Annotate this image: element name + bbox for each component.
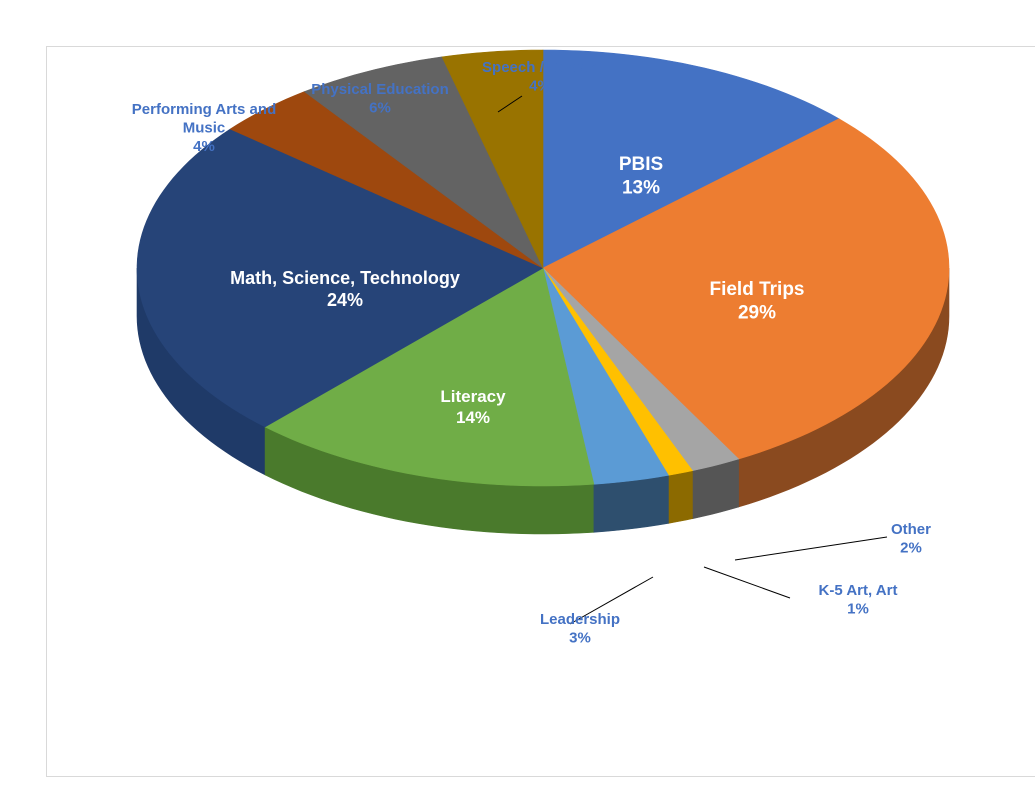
label-leadership-name: Leadership — [540, 611, 620, 628]
value-speech-debate: 4% — [529, 77, 551, 94]
pie-depth-layer — [136, 267, 950, 535]
label-k-5-art-art: K-5 Art, Art — [819, 582, 898, 599]
value-pbis: 13% — [622, 177, 660, 198]
label-pbis: PBIS — [619, 154, 663, 175]
label-field-trips-name: Field Trips — [709, 279, 804, 300]
value-literacy: 14% — [456, 408, 490, 427]
label-math-science-technology: Math, Science, Technology — [230, 268, 460, 288]
leader-lines — [497, 95, 888, 625]
label-performing-arts-and-music: Performing Arts and Music — [132, 101, 276, 136]
label-field-trips: Field Trips — [709, 279, 804, 300]
label-math-science-technology-name: Math, Science, Technology — [230, 268, 460, 288]
label-physical-education-name: Physical Education — [311, 81, 449, 98]
value-field-trips: 29% — [738, 302, 776, 323]
leader-line-k-5-art-art — [703, 566, 791, 599]
value-leadership: 3% — [569, 629, 591, 646]
value-performing-arts-and-music: 4% — [193, 138, 215, 155]
label-literacy-name: Literacy — [440, 387, 506, 406]
label-other: Other — [891, 521, 931, 538]
leader-line-other — [734, 536, 888, 561]
pie-top-layer — [136, 49, 950, 487]
value-math-science-technology: 24% — [327, 290, 363, 310]
label-performing-arts-and-music-part-1: Performing Arts and — [132, 101, 276, 118]
label-speech-debate-name: Speech / Debate — [482, 59, 598, 76]
slice-side-leadership — [593, 474, 669, 533]
leader-line-speech-debate — [497, 95, 523, 113]
slice-literacy — [264, 267, 595, 487]
label-speech-debate: Speech / Debate — [482, 59, 598, 76]
slice-pbis — [542, 49, 840, 269]
value-other: 2% — [900, 539, 922, 556]
slice-speech-debate — [441, 49, 544, 269]
slice-physical-education — [303, 56, 544, 269]
label-literacy: Literacy — [440, 387, 506, 406]
label-other-name: Other — [891, 521, 931, 538]
label-performing-arts-and-music-part-2: Music — [183, 119, 226, 136]
slice-side-k-5-art-art — [668, 470, 693, 524]
label-leadership: Leadership — [540, 611, 620, 628]
slice-leadership — [542, 267, 669, 485]
slice-performing-arts-and-music — [229, 91, 544, 269]
slice-math-science-technology — [136, 128, 544, 428]
slice-other — [542, 267, 740, 472]
label-k-5-art-art-name: K-5 Art, Art — [819, 582, 898, 599]
label-physical-education: Physical Education — [311, 81, 449, 98]
slice-field-trips — [542, 118, 950, 460]
value-physical-education: 6% — [369, 99, 391, 116]
value-k-5-art-art: 1% — [847, 600, 869, 617]
label-pbis-name: PBIS — [619, 154, 663, 175]
leader-line-leadership — [569, 576, 654, 625]
